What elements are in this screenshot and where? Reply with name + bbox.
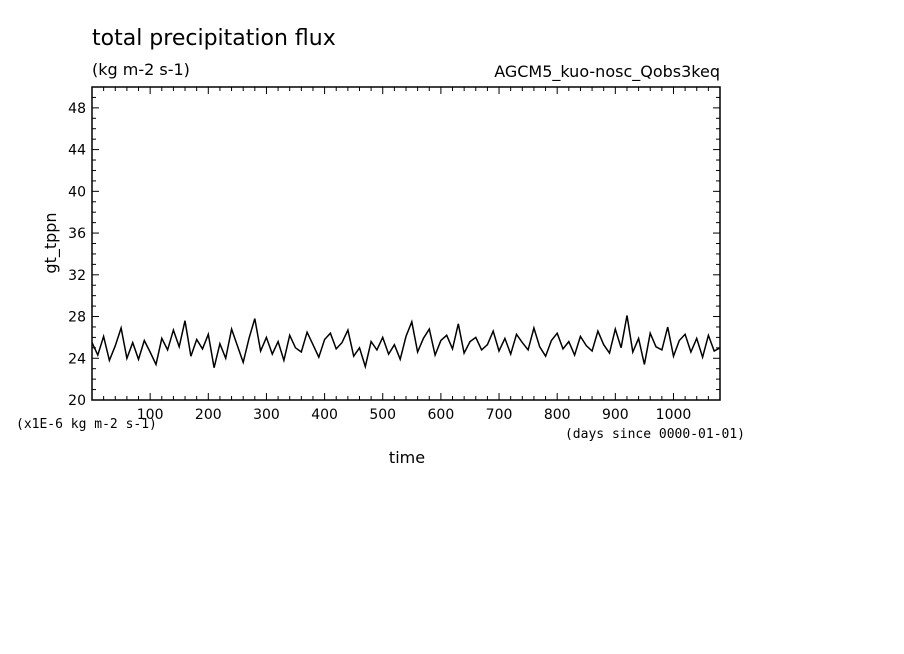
- y-tick-label: 28: [68, 310, 86, 326]
- experiment-label: AGCM5_kuo-nosc_Qobs3keq: [494, 62, 720, 82]
- x-tick-label: 800: [544, 407, 571, 423]
- x-unit-note: (days since 0000-01-01): [565, 427, 745, 442]
- x-axis-label: time: [389, 448, 425, 467]
- x-tick-label: 700: [486, 407, 513, 423]
- x-tick-label: 500: [369, 407, 396, 423]
- y-axis: 20 24 28 32 36 40 44 48: [68, 96, 720, 409]
- x-tick-label: 300: [253, 407, 280, 423]
- chart-units: (kg m-2 s-1): [92, 60, 190, 79]
- y-tick-label: 36: [68, 226, 86, 242]
- x-tick-label: 1000: [656, 407, 692, 423]
- chart-title: total precipitation flux: [92, 26, 336, 51]
- y-scale-note: (x1E-6 kg m-2 s-1): [16, 417, 157, 432]
- y-tick-label: 32: [68, 268, 86, 284]
- x-axis: 100 200 300 400 500 600 700 800 900 1000: [103, 87, 709, 423]
- y-tick-label: 24: [68, 351, 86, 367]
- y-tick-label: 48: [68, 101, 86, 117]
- x-tick-label: 600: [428, 407, 455, 423]
- x-tick-label: 900: [602, 407, 629, 423]
- y-tick-label: 40: [68, 184, 86, 200]
- x-tick-label: 200: [195, 407, 222, 423]
- y-tick-label: 44: [68, 143, 86, 159]
- x-tick-label: 100: [137, 407, 164, 423]
- x-tick-label: 400: [311, 407, 338, 423]
- y-axis-label: gt_tppn: [41, 212, 61, 273]
- y-tick-label: 20: [68, 393, 86, 409]
- series-line: [91, 315, 721, 370]
- plot-frame: [91, 86, 721, 401]
